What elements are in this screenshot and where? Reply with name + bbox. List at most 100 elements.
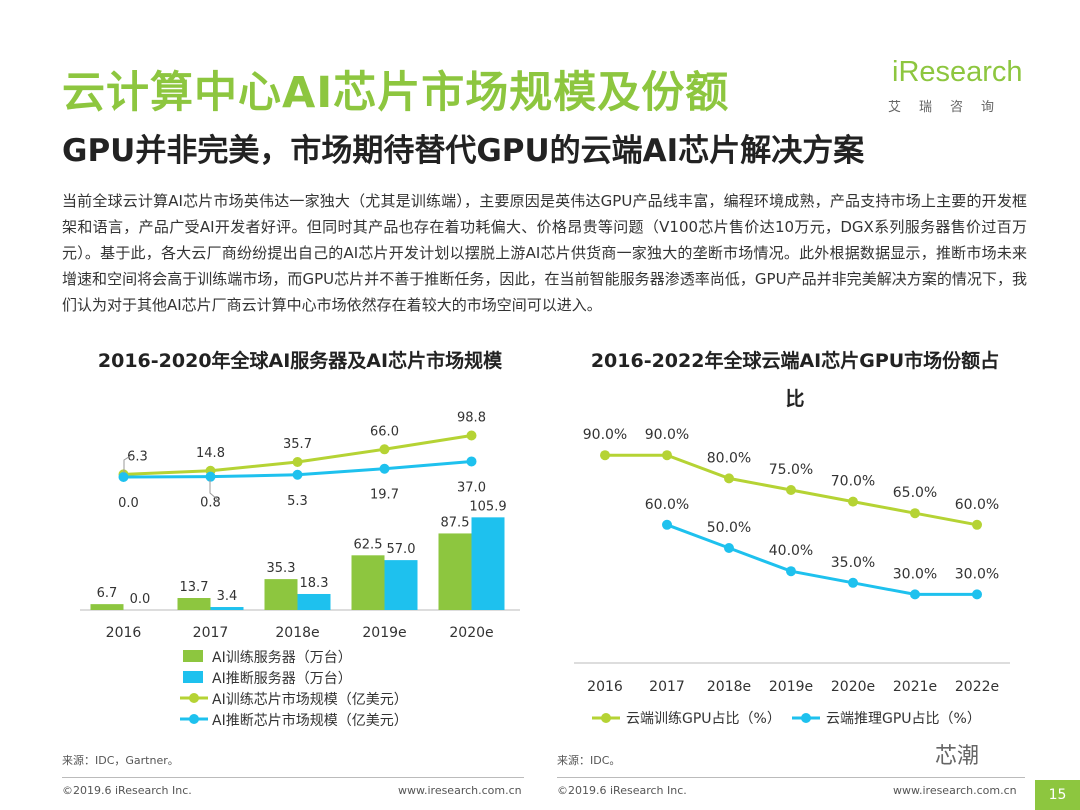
chart2-point-infer — [662, 519, 672, 530]
chart1-line-infer-label: 37.0 — [457, 480, 486, 495]
page-title: 云计算中心AI芯片市场规模及份额 — [62, 68, 730, 118]
chart2-line-infer — [666, 523, 977, 596]
chart2-infer-label: 35.0% — [831, 555, 875, 571]
chart2-infer-label: 30.0% — [893, 566, 937, 582]
chart1-line-infer-label: 0.0 — [118, 496, 139, 511]
chart1-point-infer — [205, 471, 216, 482]
chart1-title: 2016-2020年全球AI服务器及AI芯片市场规模 — [97, 350, 503, 372]
chart1-legend-dot — [189, 693, 199, 703]
chart1-bar-train-label: 62.5 — [354, 537, 383, 552]
intro-paragraph: 当前全球云计算AI芯片市场英伟达一家独大（尤其是训练端），主要原因是英伟达GPU… — [62, 192, 1027, 314]
chart2-point-train — [972, 519, 982, 530]
chart2-infer-label: 40.0% — [769, 543, 813, 559]
chart2-infer-label: 50.0% — [707, 520, 751, 536]
chart1-x-tick: 2017 — [193, 625, 229, 641]
chart1-leader — [209, 480, 219, 501]
chart1-point-infer — [466, 456, 477, 467]
footer-url-left: www.iresearch.com.cn — [398, 784, 522, 797]
page-subtitle: GPU并非完美，市场期待替代GPU的云端AI芯片解决方案 — [62, 133, 865, 169]
chart1-bar-infer-label: 3.4 — [217, 589, 238, 604]
chart1-bar-infer-label: 105.9 — [469, 499, 506, 514]
chart1-point-infer — [118, 472, 129, 482]
chart2-legend-dot — [801, 713, 811, 723]
chart2-point-train — [848, 496, 858, 507]
brand-name: iResearch — [892, 56, 1023, 88]
chart2-train-label: 65.0% — [893, 485, 937, 501]
chart1-bar-infer-label: 57.0 — [387, 542, 416, 557]
footer-copyright-right: ©2019.6 iResearch Inc. — [557, 784, 687, 797]
footer-rule-right — [557, 777, 1025, 778]
footer-rule-left — [62, 777, 524, 778]
chart1-point-train — [466, 430, 477, 441]
chart1-x-tick: 2018e — [275, 625, 319, 641]
chart1-legend-label: AI推断芯片市场规模（亿美元） — [212, 712, 408, 729]
chart2-point-train — [910, 508, 920, 519]
chart1-bar-train — [438, 533, 472, 610]
chart1-legend-swatch — [183, 671, 203, 683]
brand-logo: iResearch 艾瑞咨询 — [888, 56, 1038, 126]
chart2-infer-label: 30.0% — [955, 566, 999, 582]
source-right: 来源：IDC。 — [557, 754, 621, 767]
chart1-bar-train-label: 13.7 — [180, 580, 209, 595]
chart2-x-tick: 2020e — [831, 679, 875, 695]
chart1-line-train-label: 14.8 — [196, 446, 225, 461]
chart1-bar-train-label: 6.7 — [97, 586, 118, 601]
chart2-x-tick: 2018e — [707, 679, 751, 695]
page-number: 15 — [1035, 780, 1080, 810]
chart1-point-infer — [292, 469, 303, 480]
chart1-legend-label: AI推断服务器（万台） — [212, 671, 352, 687]
chart1-x-tick: 2020e — [449, 625, 493, 641]
chart2-point-infer — [972, 589, 982, 600]
chart2-point-train — [786, 485, 796, 495]
chart2-point-train — [724, 473, 734, 484]
chart1-line-infer-label: 0.8 — [200, 496, 221, 511]
chart2-point-infer — [848, 577, 858, 588]
chart2-point-train — [600, 450, 610, 461]
chart2-point-infer — [786, 566, 796, 577]
chart1-line-train-label: 66.0 — [370, 424, 399, 439]
chart1-bar-train-label: 87.5 — [441, 515, 470, 530]
chart1-line-train-label: 35.7 — [283, 437, 312, 452]
chart2-x-tick: 2016 — [587, 679, 623, 695]
chart1-bar-train-label: 35.3 — [267, 561, 296, 576]
chart1-legend-label: AI训练服务器（万台） — [212, 650, 352, 666]
chart1-point-infer — [379, 463, 390, 474]
chart1-bar-infer-label: 18.3 — [300, 576, 329, 591]
chart1-bar-train — [90, 604, 124, 610]
chart1-point-train — [292, 457, 303, 468]
chart1-x-tick: 2016 — [106, 625, 142, 641]
chart2-point-infer — [724, 543, 734, 553]
chart2-point-infer — [910, 589, 920, 600]
chart1-bar-infer — [384, 560, 418, 610]
footer-copyright-left: ©2019.6 iResearch Inc. — [62, 784, 192, 797]
chart2-legend-label: 云端训练GPU占比（%） — [626, 711, 781, 727]
chart2-train-label: 75.0% — [769, 462, 813, 478]
chart1-point-train — [379, 444, 390, 455]
chart1-line-infer-label: 5.3 — [287, 494, 308, 509]
chart1-line-infer-label: 19.7 — [370, 488, 399, 503]
chart2-legend-dot — [601, 713, 611, 723]
chart1-x-tick: 2019e — [362, 625, 406, 641]
chart1-bar-infer — [471, 517, 505, 610]
chart1-legend-swatch — [183, 650, 203, 662]
chart2-point-train — [662, 450, 672, 461]
chart1-line-train-label: 6.3 — [127, 449, 148, 464]
chart1-bar-train — [177, 598, 211, 610]
chart1-legend-dot — [189, 714, 199, 724]
chart2-x-tick: 2019e — [769, 679, 813, 695]
footer-url-right: www.iresearch.com.cn — [893, 784, 1017, 797]
source-left: 来源：IDC，Gartner。 — [62, 754, 179, 767]
chart2-x-tick: 2021e — [893, 679, 937, 695]
watermark: 芯潮 — [935, 744, 980, 769]
chart1-bar-train — [351, 555, 385, 610]
chart2-train-label: 70.0% — [831, 474, 875, 490]
chart2-train-label: 80.0% — [707, 450, 751, 466]
chart1-bar-train — [264, 579, 298, 610]
chart1-bar-infer — [210, 607, 244, 610]
chart2-train-label: 60.0% — [955, 497, 999, 513]
chart2-x-tick: 2022e — [955, 679, 999, 695]
chart2-legend-label: 云端推理GPU占比（%） — [826, 711, 981, 727]
chart2-x-tick: 2017 — [649, 679, 685, 695]
brand-cn: 艾瑞咨询 — [888, 100, 1013, 115]
